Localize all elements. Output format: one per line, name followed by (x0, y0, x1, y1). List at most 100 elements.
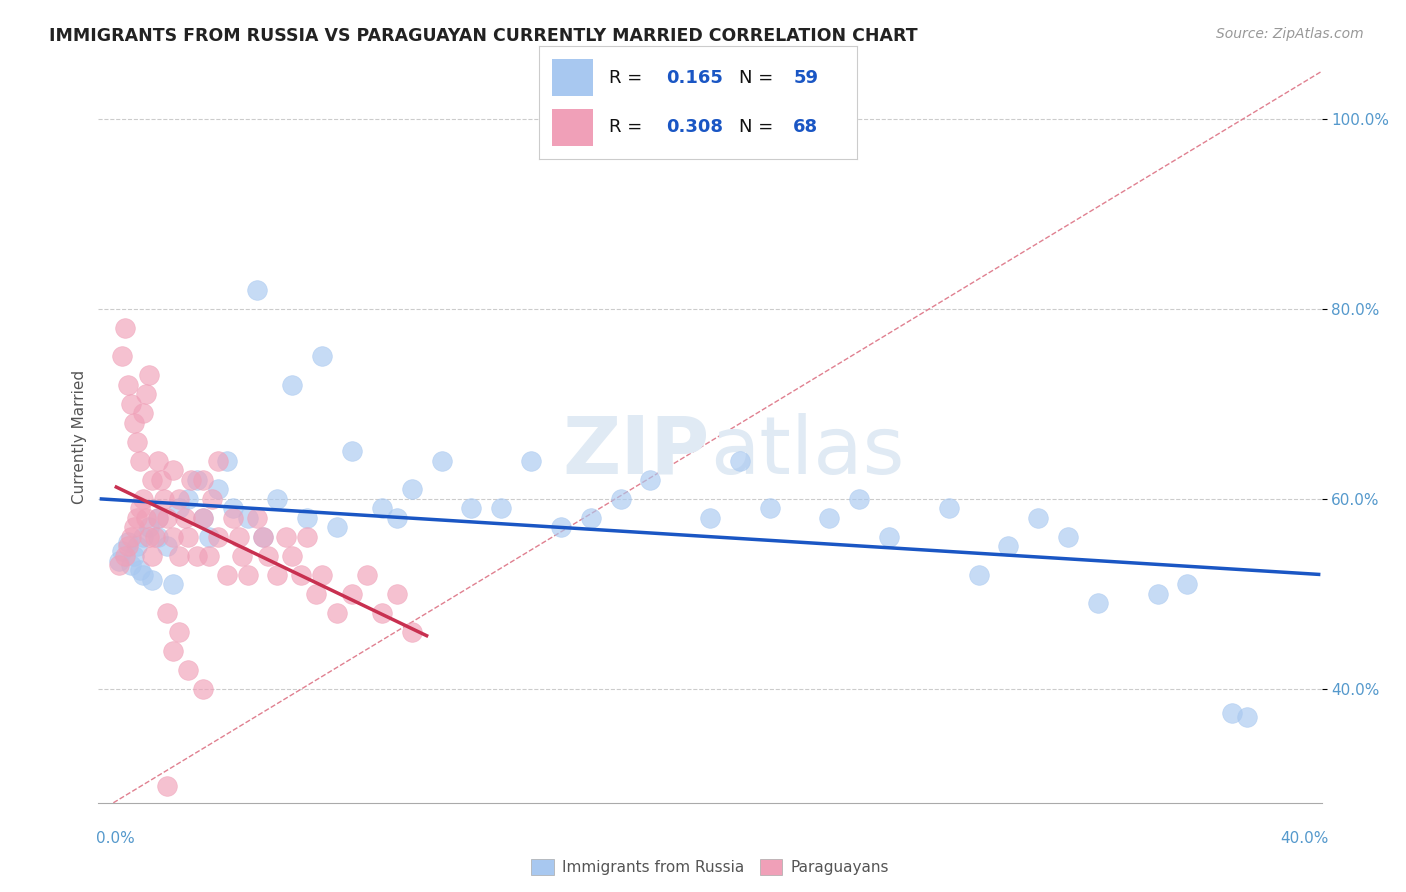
Immigrants from Russia (818, 511, 841, 525)
Immigrants from Russia (167, 501, 190, 516)
Paraguayans (186, 549, 208, 563)
Immigrants from Russia (311, 349, 333, 363)
Paraguayans (150, 473, 173, 487)
Y-axis label: Currently Married: Currently Married (72, 370, 87, 504)
Paraguayans (141, 549, 163, 563)
Paraguayans (156, 511, 179, 525)
Paraguayans (114, 321, 136, 335)
Paraguayans (245, 511, 267, 525)
Paraguayans (252, 530, 274, 544)
Paraguayans (401, 624, 423, 639)
Paraguayans (236, 567, 259, 582)
Paraguayans (111, 349, 134, 363)
Immigrants from Russia (758, 501, 780, 516)
Paraguayans (191, 681, 214, 696)
Paraguayans (180, 473, 202, 487)
Paraguayans (340, 587, 363, 601)
Paraguayans (146, 511, 169, 525)
Paraguayans (162, 530, 184, 544)
Paraguayans (231, 549, 253, 563)
Immigrants from Russia (385, 511, 408, 525)
Text: ZIP: ZIP (562, 413, 710, 491)
Immigrants from Russia (236, 511, 259, 525)
Paraguayans (177, 663, 200, 677)
Immigrants from Russia (699, 511, 721, 525)
Legend: Immigrants from Russia, Paraguayans: Immigrants from Russia, Paraguayans (524, 852, 896, 883)
Immigrants from Russia (177, 491, 200, 506)
Immigrants from Russia (1087, 596, 1109, 610)
Paraguayans (167, 624, 190, 639)
Paraguayans (191, 511, 214, 525)
Immigrants from Russia (609, 491, 631, 506)
Immigrants from Russia (1220, 706, 1243, 720)
Paraguayans (167, 491, 190, 506)
Immigrants from Russia (489, 501, 512, 516)
Paraguayans (120, 530, 142, 544)
Immigrants from Russia (127, 539, 149, 553)
Paraguayans (326, 606, 349, 620)
Paraguayans (191, 473, 214, 487)
Immigrants from Russia (146, 511, 169, 525)
Immigrants from Russia (520, 454, 543, 468)
Paraguayans (201, 491, 224, 506)
Paraguayans (198, 549, 221, 563)
Immigrants from Russia (1177, 577, 1199, 591)
Paraguayans (135, 387, 157, 401)
Paraguayans (135, 511, 157, 525)
Paraguayans (228, 530, 250, 544)
Immigrants from Russia (938, 501, 960, 516)
Immigrants from Russia (1057, 530, 1080, 544)
Immigrants from Russia (207, 483, 229, 497)
Paraguayans (156, 606, 179, 620)
Paraguayans (122, 416, 145, 430)
Immigrants from Russia (146, 530, 169, 544)
Paraguayans (174, 511, 197, 525)
Paraguayans (215, 567, 238, 582)
Paraguayans (162, 644, 184, 658)
Paraguayans (276, 530, 298, 544)
Immigrants from Russia (297, 511, 319, 525)
Paraguayans (385, 587, 408, 601)
Paraguayans (143, 530, 166, 544)
Paraguayans (207, 454, 229, 468)
Paraguayans (129, 501, 152, 516)
Immigrants from Russia (848, 491, 870, 506)
Paraguayans (117, 539, 139, 553)
Immigrants from Russia (138, 520, 160, 534)
Immigrants from Russia (129, 563, 152, 577)
Paraguayans (290, 567, 312, 582)
Immigrants from Russia (108, 553, 131, 567)
Paraguayans (305, 587, 328, 601)
Immigrants from Russia (245, 283, 267, 297)
Paraguayans (127, 434, 149, 449)
Immigrants from Russia (997, 539, 1019, 553)
Immigrants from Russia (640, 473, 662, 487)
Immigrants from Russia (132, 567, 155, 582)
Immigrants from Russia (1236, 710, 1258, 724)
Immigrants from Russia (728, 454, 751, 468)
Immigrants from Russia (281, 377, 304, 392)
Paraguayans (153, 491, 176, 506)
Immigrants from Russia (162, 577, 184, 591)
Paraguayans (127, 511, 149, 525)
Immigrants from Russia (186, 473, 208, 487)
Paraguayans (146, 454, 169, 468)
Paraguayans (281, 549, 304, 563)
Paraguayans (257, 549, 280, 563)
Immigrants from Russia (371, 501, 394, 516)
Immigrants from Russia (460, 501, 482, 516)
Immigrants from Russia (191, 511, 214, 525)
Immigrants from Russia (132, 530, 155, 544)
Immigrants from Russia (252, 530, 274, 544)
Paraguayans (120, 397, 142, 411)
Immigrants from Russia (122, 549, 145, 563)
Immigrants from Russia (401, 483, 423, 497)
Immigrants from Russia (156, 539, 179, 553)
Paraguayans (132, 406, 155, 420)
Immigrants from Russia (266, 491, 288, 506)
Paraguayans (141, 473, 163, 487)
Paraguayans (108, 558, 131, 573)
Immigrants from Russia (579, 511, 602, 525)
Paraguayans (311, 567, 333, 582)
Paraguayans (156, 779, 179, 793)
